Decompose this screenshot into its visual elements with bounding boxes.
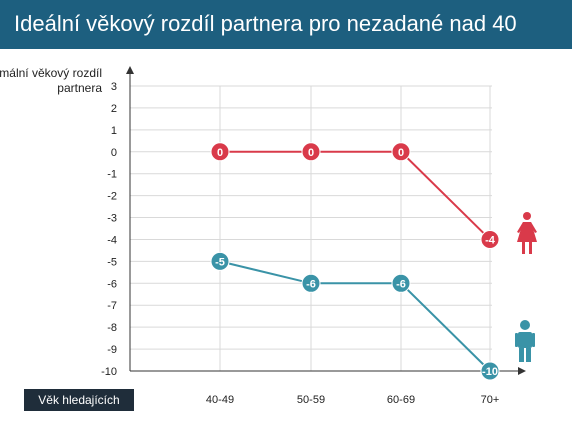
y-tick-label: -6 xyxy=(107,278,117,290)
data-point xyxy=(301,273,321,293)
data-point xyxy=(391,142,411,162)
series-line xyxy=(219,260,491,372)
chart-title: Ideální věkový rozdíl partnera pro nezad… xyxy=(14,11,517,36)
data-label: -10 xyxy=(482,366,498,378)
chart-header: Ideální věkový rozdíl partnera pro nezad… xyxy=(0,0,572,49)
y-tick-label: -8 xyxy=(107,322,117,334)
y-tick-label: -2 xyxy=(107,191,117,203)
y-axis-arrow xyxy=(126,66,134,74)
y-tick-label: -3 xyxy=(107,213,117,225)
data-label: 0 xyxy=(308,147,314,159)
woman-icon xyxy=(517,212,537,254)
y-tick-label: 2 xyxy=(111,103,117,115)
x-tick-label: 50-59 xyxy=(297,394,325,406)
y-tick-label: -4 xyxy=(107,234,117,246)
x-tick-label: 70+ xyxy=(481,394,500,406)
data-point xyxy=(301,142,321,162)
data-label: -6 xyxy=(396,278,406,290)
data-label: 0 xyxy=(217,147,223,159)
data-label: -5 xyxy=(215,256,225,268)
data-point xyxy=(210,142,230,162)
y-tick-label: -9 xyxy=(107,344,117,356)
y-tick-label: 0 xyxy=(111,147,117,159)
data-label: -6 xyxy=(306,278,316,290)
y-tick-label: 1 xyxy=(111,125,117,137)
data-point xyxy=(480,229,500,249)
x-tick-label: 40-49 xyxy=(206,394,234,406)
series-line xyxy=(220,150,491,241)
data-point xyxy=(391,273,411,293)
y-axis-label: Minimální věkový rozdíl partnera xyxy=(0,66,102,95)
man-icon xyxy=(515,320,535,362)
data-label: -4 xyxy=(485,234,496,246)
y-tick-label: 3 xyxy=(111,81,117,93)
y-tick-label: -1 xyxy=(107,169,117,181)
data-point xyxy=(480,361,500,381)
x-axis-arrow xyxy=(518,367,526,375)
y-tick-label: -5 xyxy=(107,256,117,268)
line-chart: 3 2 1 0 -1 -2 -3 -4 -5 -6 -7 -8 -9 -10 40-49 50-59 60-69… xyxy=(101,66,537,406)
x-tick-label: 60-69 xyxy=(387,394,415,406)
data-point xyxy=(210,251,230,271)
y-tick-label: -10 xyxy=(101,366,117,378)
data-label: 0 xyxy=(398,147,404,159)
y-tick-label: -7 xyxy=(107,300,117,312)
x-axis-label: Věk hledajících xyxy=(24,389,134,411)
